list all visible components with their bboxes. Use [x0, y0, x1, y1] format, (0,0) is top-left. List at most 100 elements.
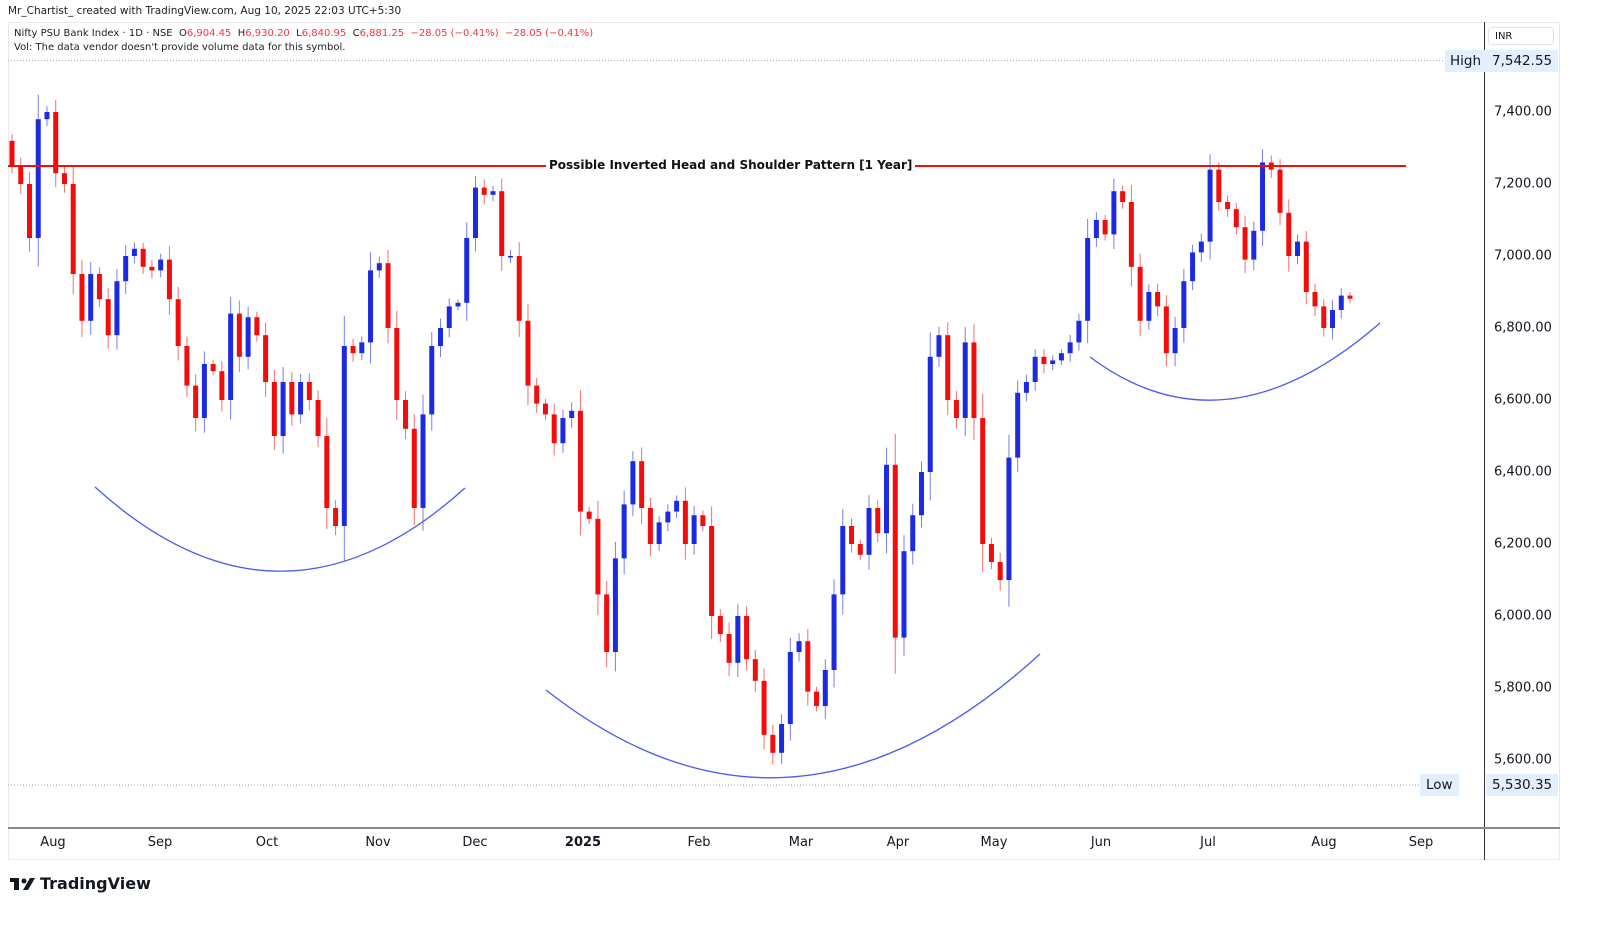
candle	[149, 259, 155, 279]
candle	[962, 326, 968, 437]
candle-body	[691, 515, 697, 544]
candle	[639, 447, 645, 525]
candle-body	[306, 382, 312, 400]
candle-body	[1190, 252, 1196, 282]
candle	[472, 176, 478, 252]
candle	[289, 372, 295, 426]
candle	[184, 336, 190, 397]
close-label: C	[352, 28, 360, 39]
candle	[88, 262, 94, 335]
candle	[621, 490, 627, 575]
candle	[735, 603, 741, 678]
candle-body	[744, 616, 750, 660]
candle	[490, 185, 496, 202]
candle-body	[1321, 306, 1327, 328]
candle	[1032, 349, 1038, 391]
candle	[1041, 349, 1047, 374]
candle	[166, 246, 172, 315]
candle-body	[1155, 292, 1161, 307]
candle	[709, 506, 715, 639]
volume-note: Vol: The data vendor doesn't provide vol…	[14, 42, 346, 53]
candle-body	[1198, 241, 1204, 253]
candle-body	[665, 511, 671, 523]
candle	[569, 402, 575, 428]
candle	[805, 629, 811, 706]
candle-body	[1137, 266, 1143, 321]
candle	[271, 370, 277, 450]
candle	[822, 658, 828, 719]
currency-button[interactable]: INR	[1488, 27, 1554, 45]
candle	[612, 541, 618, 672]
candle-body	[988, 544, 994, 562]
candle-body	[1128, 202, 1134, 267]
candle	[604, 581, 610, 668]
price-tick-label: 6,800.00	[1494, 320, 1552, 336]
candle	[446, 298, 452, 338]
low-value: 6,840.95	[301, 28, 347, 39]
candle-body	[551, 414, 557, 444]
candle-body	[61, 173, 67, 184]
candle-body	[131, 248, 137, 256]
candle-body	[1085, 238, 1091, 321]
candle	[1085, 218, 1091, 344]
candle-body	[254, 317, 260, 336]
candle	[761, 668, 767, 750]
time-tick-label: Oct	[255, 835, 279, 850]
symbol-name[interactable]: Nifty PSU Bank Index · 1D · NSE	[14, 28, 173, 39]
candle	[1058, 349, 1064, 365]
candle	[1330, 300, 1336, 340]
candle	[779, 714, 785, 765]
change-value: −28.05 (−0.41%)	[410, 28, 499, 39]
candle-body	[831, 594, 837, 670]
chart-frame	[8, 22, 1560, 860]
candle	[1251, 221, 1257, 271]
pattern-annotation[interactable]: Possible Inverted Head and Shoulder Patt…	[546, 158, 916, 172]
candle	[595, 500, 601, 616]
candle-body	[1260, 162, 1266, 231]
candle-body	[149, 266, 155, 271]
candle	[936, 326, 942, 367]
candle	[1233, 202, 1239, 235]
candle	[1260, 149, 1266, 247]
candle	[945, 322, 951, 416]
candle	[1198, 233, 1204, 262]
candle-body	[507, 256, 513, 258]
candle	[1102, 214, 1108, 241]
candle-body	[953, 400, 959, 418]
candle-body	[210, 364, 216, 372]
head-arc[interactable]	[545, 653, 1041, 779]
candle-body	[962, 342, 968, 418]
price-tick-label: 6,000.00	[1494, 608, 1552, 624]
candle-body	[1251, 230, 1257, 260]
candle	[577, 390, 583, 536]
candle	[315, 390, 321, 448]
candle	[988, 537, 994, 570]
candle	[1216, 162, 1222, 211]
candle-body	[289, 382, 295, 415]
candle-body	[840, 526, 846, 595]
left-shoulder-arc[interactable]	[94, 486, 466, 572]
candle	[1050, 355, 1056, 371]
candle	[96, 267, 102, 308]
open-value: 6,904.45	[186, 28, 232, 39]
candle	[140, 242, 146, 274]
candle	[752, 649, 758, 692]
candle-body	[376, 263, 382, 271]
candle	[866, 495, 872, 570]
candle-body	[621, 504, 627, 559]
candle-body	[1093, 220, 1099, 238]
candle	[656, 516, 662, 552]
candle-body	[674, 500, 680, 512]
candle	[726, 622, 732, 677]
candle-body	[752, 659, 758, 681]
time-tick-label: Jun	[1090, 835, 1112, 850]
right-shoulder-arc[interactable]	[1089, 322, 1381, 401]
candle	[796, 633, 802, 662]
candle-body	[1146, 292, 1152, 321]
tradingview-logo[interactable]: TradingView	[10, 874, 151, 893]
candle-body	[927, 356, 933, 472]
time-tick-label: Aug	[40, 835, 66, 850]
candle	[219, 361, 225, 412]
candle-body	[411, 428, 417, 508]
